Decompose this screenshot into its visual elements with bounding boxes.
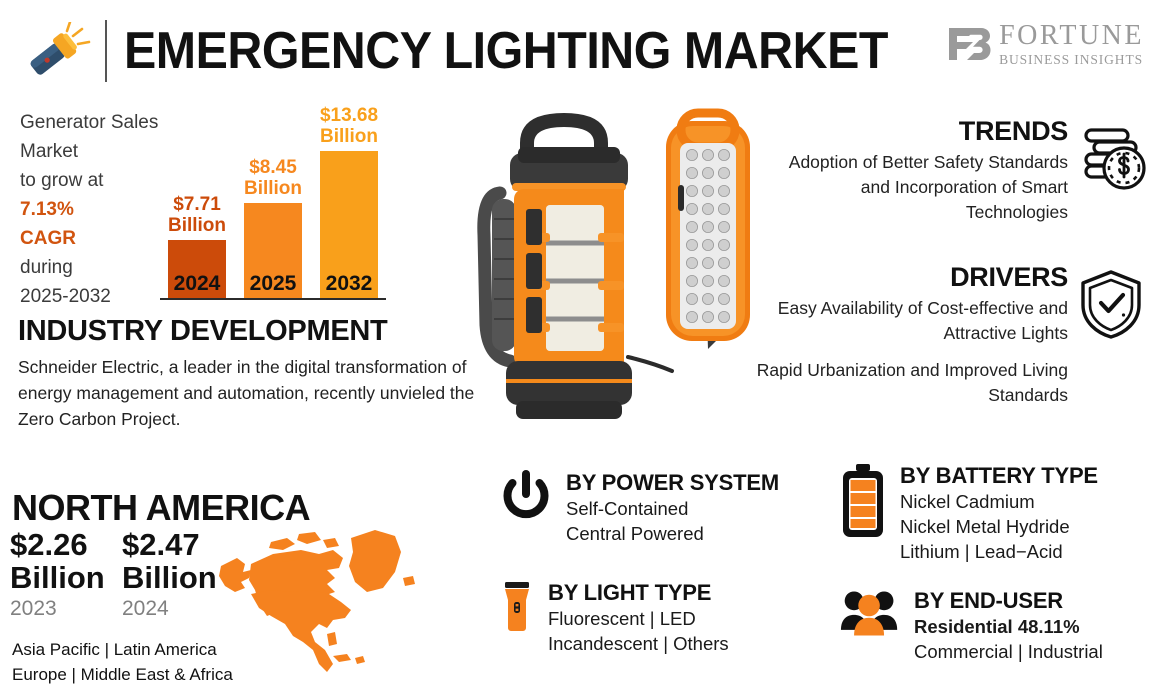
shield-check-icon xyxy=(1078,268,1144,340)
bar-value-label-2032: $13.68 Billion xyxy=(319,105,379,147)
bar-rect-2025: 2025 xyxy=(244,203,302,298)
light-type-heading: BY LIGHT TYPE xyxy=(548,580,712,605)
north-america-map-icon xyxy=(215,520,445,690)
trends-heading: TRENDS xyxy=(958,116,1069,146)
coins-dollar-icon xyxy=(1076,122,1148,194)
segment-light-type: BY LIGHT TYPE Fluorescent | LED Incandes… xyxy=(500,580,729,656)
trends-section: TRENDS Adoption of Better Safety Standar… xyxy=(768,116,1069,225)
fb-monogram-icon xyxy=(949,28,991,61)
regions-list: Asia Pacific | Latin America Europe | Mi… xyxy=(12,637,233,687)
flashlight-orange-icon xyxy=(500,580,534,639)
bar-year-2032: 2032 xyxy=(325,272,373,295)
power-system-heading: BY POWER SYSTEM xyxy=(566,470,779,495)
na-value-2024: $2.47 xyxy=(122,527,200,562)
battery-type-heading: BY BATTERY TYPE xyxy=(900,463,1098,488)
chart-axis-line xyxy=(160,298,386,300)
battery-type-line-1: Nickel Cadmium xyxy=(900,491,1035,512)
bar-rect-2024: 2024 xyxy=(168,240,226,298)
page-title: EMERGENCY LIGHTING MARKET xyxy=(124,22,888,80)
drivers-body-2: Rapid Urbanization and Improved Living S… xyxy=(756,360,1068,405)
brand-name: FORTUNE xyxy=(999,20,1144,51)
cagr-label: CAGR xyxy=(20,228,76,249)
cagr-line-2: Market xyxy=(20,141,79,162)
product-photo xyxy=(468,95,808,455)
bar-year-2024: 2024 xyxy=(173,272,221,295)
segment-end-user: BY END-USER Residential 48.11% Commercia… xyxy=(840,588,1103,664)
na-unit-2023: Billion xyxy=(10,560,105,595)
cagr-percent: 7.13% xyxy=(20,199,74,220)
brand-logo: FORTUNE BUSINESS INSIGHTS xyxy=(947,22,1144,67)
cagr-line-1: Generator Sales xyxy=(20,112,159,133)
na-stat-2023: $2.26 Billion 2023 xyxy=(10,528,105,621)
users-group-icon xyxy=(840,588,900,643)
regions-line-2: Europe | Middle East & Africa xyxy=(12,665,233,684)
power-button-icon xyxy=(500,470,552,527)
flashlight-icon xyxy=(20,20,92,78)
bar-column-2025: $8.45 Billion 2025 xyxy=(244,157,302,298)
segment-battery-type: BY BATTERY TYPE Nickel Cadmium Nickel Me… xyxy=(840,463,1098,564)
battery-icon xyxy=(840,463,886,544)
cagr-summary: Generator Sales Market to grow at 7.13% … xyxy=(20,108,170,311)
generator-sales-bar-chart: $7.71 Billion 2024 $8.45 Billion 2025 $13.… xyxy=(160,100,390,300)
na-year-2023: 2023 xyxy=(10,597,57,620)
brand-tagline: BUSINESS INSIGHTS xyxy=(999,52,1144,67)
bar-value-label-2025: $8.45 Billion xyxy=(243,157,303,199)
bar-value-label-2024: $7.71 Billion xyxy=(167,194,227,236)
bar-column-2024: $7.71 Billion 2024 xyxy=(168,194,226,298)
segment-power-system: BY POWER SYSTEM Self-Contained Central P… xyxy=(500,470,779,546)
drivers-body-1: Easy Availability of Cost-effective and … xyxy=(777,298,1068,343)
regions-line-1: Asia Pacific | Latin America xyxy=(12,640,217,659)
industry-development-section: INDUSTRY DEVELOPMENT Schneider Electric,… xyxy=(18,315,488,432)
light-type-line-1: Fluorescent | LED xyxy=(548,608,696,629)
bar-column-2032: $13.68 Billion 2032 xyxy=(320,105,378,298)
cagr-line-4: during xyxy=(20,257,73,278)
cagr-line-3: to grow at xyxy=(20,170,104,191)
battery-type-line-3: Lithium | Lead−Acid xyxy=(900,541,1063,562)
battery-type-line-2: Nickel Metal Hydride xyxy=(900,516,1070,537)
industry-development-body: Schneider Electric, a leader in the digi… xyxy=(18,357,475,429)
header-divider xyxy=(105,20,107,82)
light-type-line-2: Incandescent | Others xyxy=(548,633,729,654)
cagr-period: 2025-2032 xyxy=(20,286,111,307)
power-system-line-2: Central Powered xyxy=(566,523,704,544)
bar-year-2025: 2025 xyxy=(249,272,297,295)
end-user-heading: BY END-USER xyxy=(914,588,1063,613)
industry-development-heading: INDUSTRY DEVELOPMENT xyxy=(18,315,388,347)
drivers-heading: DRIVERS xyxy=(950,262,1068,292)
na-stat-2024: $2.47 Billion 2024 xyxy=(122,528,217,621)
bar-rect-2032: 2032 xyxy=(320,151,378,298)
drivers-section: DRIVERS Easy Availability of Cost-effect… xyxy=(748,262,1069,408)
na-year-2024: 2024 xyxy=(122,597,169,620)
na-value-2023: $2.26 xyxy=(10,527,88,562)
end-user-line-2: Commercial | Industrial xyxy=(914,641,1103,662)
north-america-heading: NORTH AMERICA xyxy=(12,487,311,528)
end-user-line-1: Residential 48.11% xyxy=(914,616,1080,637)
na-unit-2024: Billion xyxy=(122,560,217,595)
trends-body: Adoption of Better Safety Standards and … xyxy=(788,152,1068,222)
power-system-line-1: Self-Contained xyxy=(566,498,689,519)
